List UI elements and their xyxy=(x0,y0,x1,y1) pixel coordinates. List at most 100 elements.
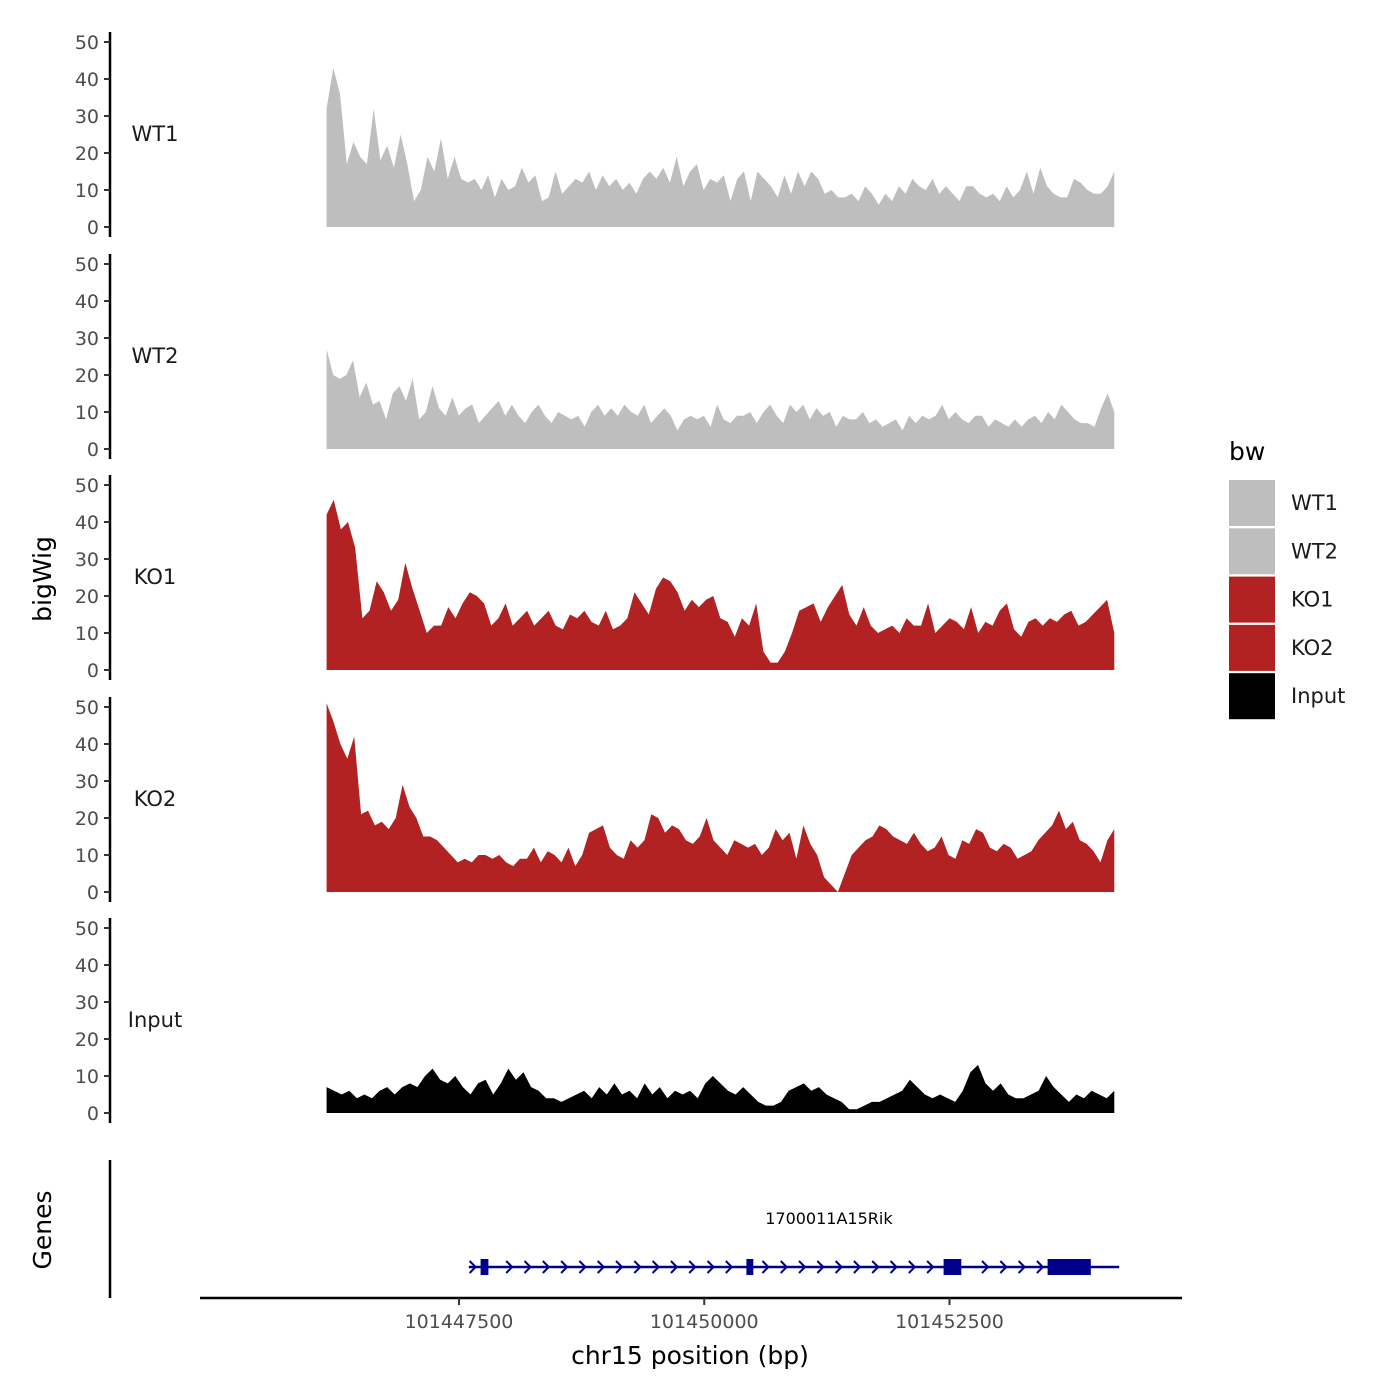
strand-chevron xyxy=(871,1260,880,1274)
strand-chevron xyxy=(633,1260,642,1274)
strand-arrows xyxy=(468,1260,1045,1274)
strand-chevron xyxy=(761,1260,770,1274)
y-tick-label: 10 xyxy=(75,1066,99,1088)
legend-title: bw xyxy=(1229,437,1265,466)
coverage-area xyxy=(326,499,1115,670)
y-tick-label: 50 xyxy=(75,697,99,719)
strand-chevron xyxy=(542,1260,551,1274)
y-tick-label: 40 xyxy=(75,69,99,91)
y-tick-label: 30 xyxy=(75,771,99,793)
strand-chevron xyxy=(1036,1260,1045,1274)
track-label: Input xyxy=(128,1008,182,1032)
strand-chevron xyxy=(468,1260,478,1274)
y-tick-label: 0 xyxy=(87,882,99,904)
track-wt2: 0 10 20 30 40 50 WT2 xyxy=(75,254,1115,461)
track-label: WT2 xyxy=(132,344,179,368)
legend-label: WT1 xyxy=(1291,491,1338,515)
y-tick-label: 40 xyxy=(75,291,99,313)
y-tick-label: 50 xyxy=(75,254,99,276)
strand-chevron xyxy=(670,1260,679,1274)
y-tick-label: 10 xyxy=(75,180,99,202)
legend-label: WT2 xyxy=(1291,539,1338,563)
legend-swatch xyxy=(1229,480,1275,526)
y-tick-label: 0 xyxy=(87,660,99,682)
strand-chevron xyxy=(596,1260,606,1274)
track-wt1: 0 10 20 30 40 50 WT1 xyxy=(75,32,1115,239)
y-tick-label: 40 xyxy=(75,734,99,756)
x-tick-label: 101452500 xyxy=(895,1311,1004,1333)
strand-chevron xyxy=(688,1260,697,1274)
y-tick-label: 10 xyxy=(75,623,99,645)
x-tick-label: 101450000 xyxy=(650,1311,759,1333)
y-tick-label: 20 xyxy=(75,586,99,608)
track-label: WT1 xyxy=(132,122,179,146)
track-input: 0 10 20 30 40 50 Input xyxy=(75,918,1115,1125)
y-tick-label: 50 xyxy=(75,32,99,54)
x-tick-label: 101447500 xyxy=(405,1311,514,1333)
strand-chevron xyxy=(816,1260,825,1274)
y-tick-label: 20 xyxy=(75,143,99,165)
y-tick-label: 0 xyxy=(87,1103,99,1125)
y-tick-label: 20 xyxy=(75,808,99,830)
strand-chevron xyxy=(523,1260,532,1274)
y-tick-label: 30 xyxy=(75,106,99,128)
strand-chevron xyxy=(725,1260,734,1274)
track-ko1: 0 10 20 30 40 50 KO1 xyxy=(75,475,1115,682)
coverage-area xyxy=(326,703,1115,892)
coverage-area xyxy=(326,67,1115,228)
gene-name-label: 1700011A15Rik xyxy=(765,1209,893,1228)
strand-chevron xyxy=(779,1260,789,1274)
legend-swatch xyxy=(1229,576,1275,623)
strand-chevron xyxy=(560,1260,569,1274)
exon-block xyxy=(1047,1259,1091,1275)
legend-label: KO2 xyxy=(1291,636,1334,660)
x-axis-title: chr15 position (bp) xyxy=(571,1341,809,1370)
y-tick-label: 50 xyxy=(75,475,99,497)
y-tick-label: 0 xyxy=(87,217,99,239)
strand-chevron xyxy=(505,1260,514,1274)
y-tick-label: 0 xyxy=(87,439,99,461)
legend-swatch xyxy=(1229,673,1275,720)
legend-item-wt2: WT2 xyxy=(1229,528,1338,575)
y-tick-label: 20 xyxy=(75,1029,99,1051)
x-axis: 101447500 101450000 101452500 xyxy=(200,1296,1182,1333)
legend-swatch xyxy=(1229,624,1275,671)
legend-item-input: Input xyxy=(1229,673,1345,720)
y-tick-label: 20 xyxy=(75,365,99,387)
strand-chevron xyxy=(981,1260,990,1274)
strand-chevron xyxy=(926,1260,935,1274)
legend-swatch xyxy=(1229,528,1275,575)
y-tick-label: 50 xyxy=(75,918,99,940)
strand-chevron xyxy=(615,1260,624,1274)
track-label: KO1 xyxy=(134,565,177,589)
strand-chevron xyxy=(1017,1260,1027,1274)
legend-item-ko1: KO1 xyxy=(1229,576,1334,623)
legend-label: Input xyxy=(1291,684,1345,708)
genes-track-title: Genes xyxy=(28,1190,57,1269)
legend-item-wt1: WT1 xyxy=(1229,480,1338,526)
y-tick-label: 40 xyxy=(75,955,99,977)
exon-block xyxy=(480,1259,489,1275)
track-ko2: 0 10 20 30 40 50 KO2 xyxy=(75,697,1115,904)
strand-chevron xyxy=(834,1260,844,1274)
legend-label: KO1 xyxy=(1291,588,1334,612)
bigwig-tracks: 0 10 20 30 40 50 WT1 0 10 20 30 40 50 WT2 0 10 20 30 40 50 K… xyxy=(75,32,1115,1125)
strand-chevron xyxy=(889,1260,898,1274)
y-axis-title: bigWig xyxy=(28,536,57,622)
y-tick-label: 10 xyxy=(75,845,99,867)
y-tick-label: 10 xyxy=(75,402,99,424)
strand-chevron xyxy=(853,1260,862,1274)
legend: bw WT1 WT2 KO1 KO2 Input xyxy=(1229,437,1345,720)
coverage-area xyxy=(326,349,1115,449)
legend-item-ko2: KO2 xyxy=(1229,624,1334,671)
strand-chevron xyxy=(999,1260,1008,1274)
track-label: KO2 xyxy=(134,787,177,811)
exon-block xyxy=(943,1259,962,1275)
strand-chevron xyxy=(651,1260,661,1274)
y-tick-label: 30 xyxy=(75,328,99,350)
y-tick-label: 30 xyxy=(75,549,99,571)
exon-block xyxy=(746,1259,754,1275)
genes-track: Genes 1700011A15Rik xyxy=(28,1160,1120,1298)
coverage-area xyxy=(326,1064,1115,1113)
